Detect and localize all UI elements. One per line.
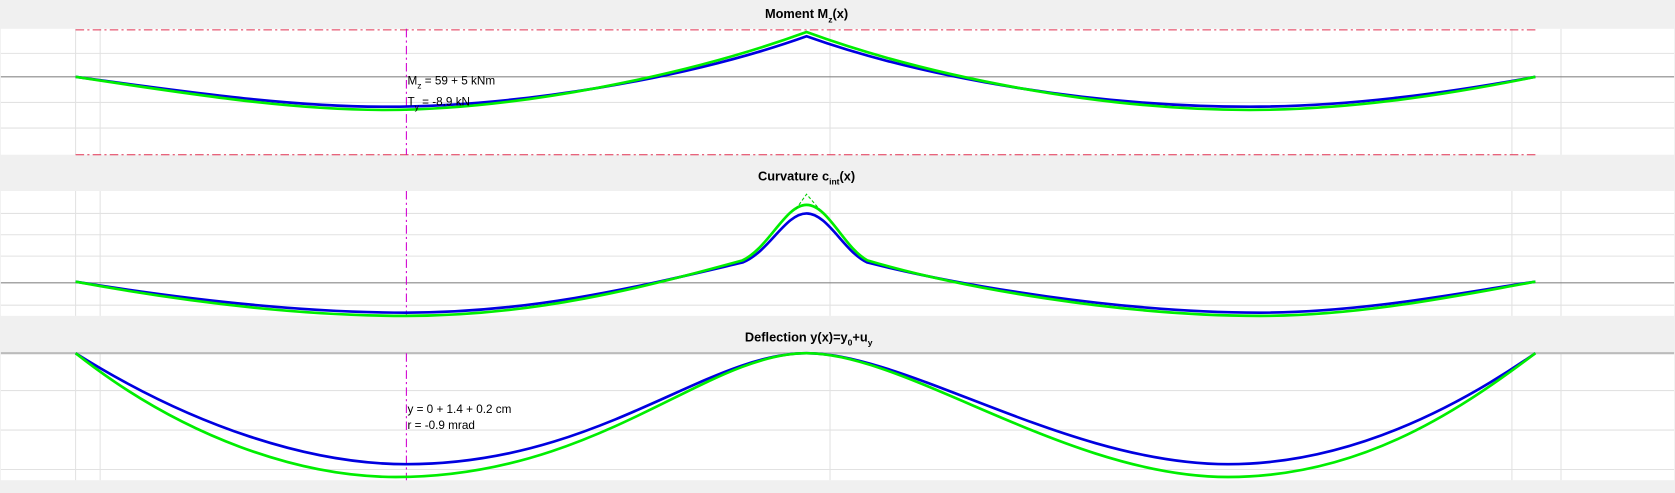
moment-curve (75, 30, 1536, 112)
baselines (0, 76, 1675, 355)
moment-plot (0, 28, 1675, 155)
text-part: y (868, 338, 873, 348)
text-part: int (829, 177, 840, 187)
text-part: (x) (833, 6, 849, 21)
cursor-annotation: Ty = -8.9 kN (407, 96, 470, 112)
limit-lines (75, 29, 1536, 156)
text-part: = -8.9 kN (419, 96, 470, 109)
text-part: M (407, 74, 417, 87)
curvature-plot (0, 191, 1675, 316)
moment-curve (75, 34, 1536, 109)
text-part: Deflection y(x)=y (745, 329, 849, 344)
curvature-curve (75, 203, 1536, 318)
text-part: (x) (839, 168, 855, 183)
text-part: = 59 + 5 kNm (421, 74, 495, 87)
curvature-peak-marker (795, 193, 820, 210)
text-part: T (407, 96, 414, 109)
cursor-annotation: r = -0.9 mrad (407, 419, 474, 432)
curvature-curve (75, 212, 1536, 314)
panel-title: Curvature cint(x) (758, 168, 855, 186)
deflection-curve (74, 351, 1537, 479)
cursor-annotation: Mz = 59 + 5 kNm (407, 74, 495, 90)
text-part: Moment M (765, 6, 828, 21)
text-part: z (417, 81, 421, 91)
text-part: z (828, 14, 832, 24)
panel-title: Deflection y(x)=y0+uy (745, 329, 873, 347)
panel-title: Moment Mz(x) (765, 6, 848, 24)
cursor-annotation: y = 0 + 1.4 + 0.2 cm (407, 403, 511, 416)
text-part: 0 (848, 338, 853, 348)
text-part: Curvature c (758, 168, 829, 183)
text-part: y (415, 102, 420, 112)
text-part: +u (852, 329, 867, 344)
